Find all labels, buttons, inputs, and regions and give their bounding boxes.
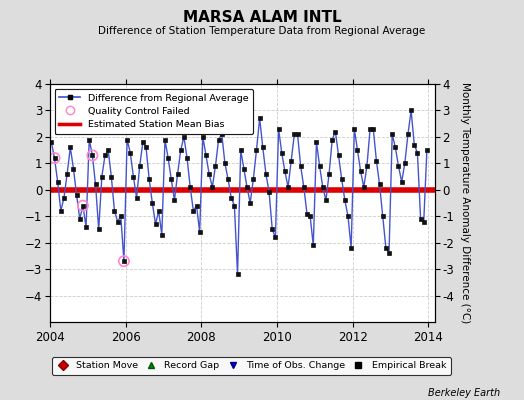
Text: Difference of Station Temperature Data from Regional Average: Difference of Station Temperature Data f… <box>99 26 425 36</box>
Y-axis label: Monthly Temperature Anomaly Difference (°C): Monthly Temperature Anomaly Difference (… <box>460 82 470 324</box>
Point <box>79 202 87 209</box>
Point <box>120 258 128 264</box>
Legend: Difference from Regional Average, Quality Control Failed, Estimated Station Mean: Difference from Regional Average, Qualit… <box>54 89 253 134</box>
Text: MARSA ALAM INTL: MARSA ALAM INTL <box>183 10 341 25</box>
Legend: Station Move, Record Gap, Time of Obs. Change, Empirical Break: Station Move, Record Gap, Time of Obs. C… <box>52 357 451 375</box>
Text: Berkeley Earth: Berkeley Earth <box>428 388 500 398</box>
Point <box>50 155 59 161</box>
Point <box>88 152 96 158</box>
